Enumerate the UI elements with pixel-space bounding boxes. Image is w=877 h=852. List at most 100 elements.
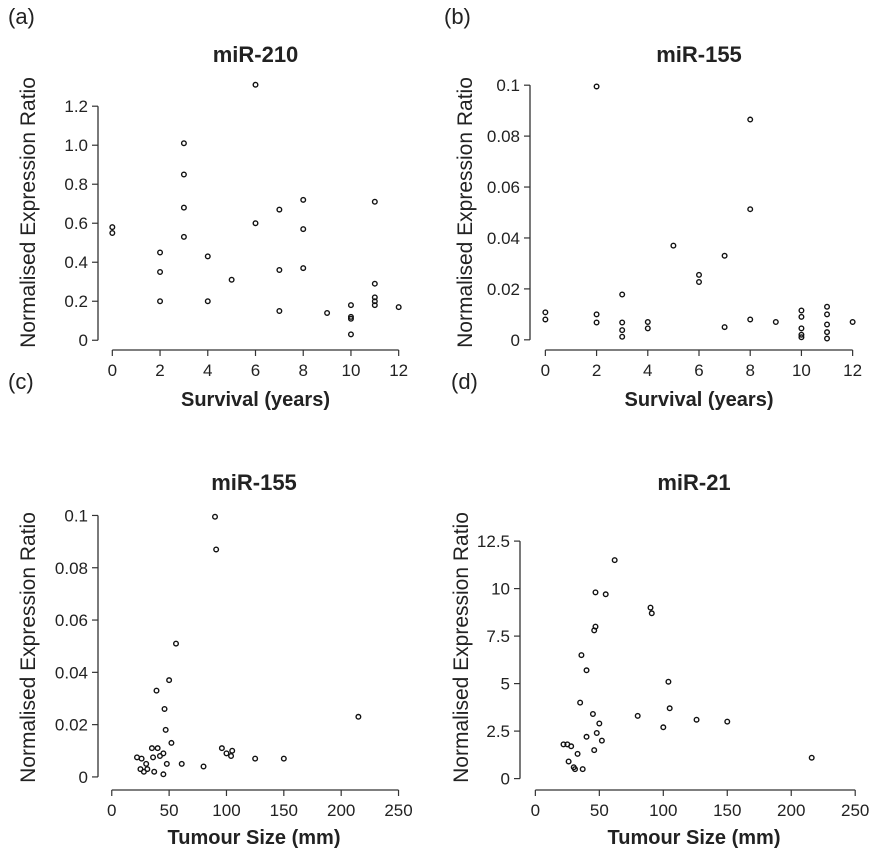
data-point (747, 116, 754, 123)
data-point (611, 557, 618, 564)
data-point (252, 755, 259, 762)
data-point (634, 712, 641, 719)
data-point (347, 315, 354, 322)
y-tick-label: 0 (79, 331, 88, 350)
panel-letter: (a) (8, 4, 35, 29)
panel-letter: (c) (8, 369, 34, 394)
data-point (747, 316, 754, 323)
panel-1: (a) miR-210 0 0.2 0.4 0.6 0.8 1.0 1.2 0 2 4 6 8 10 12 Su… (8, 4, 408, 411)
x-tick-label: 12 (389, 361, 408, 380)
data-point (647, 604, 654, 611)
data-point (371, 198, 378, 205)
data-point (574, 750, 581, 757)
y-tick-label: 0.4 (64, 253, 88, 272)
data-point (200, 763, 207, 770)
data-point (660, 724, 667, 731)
data-point (211, 513, 218, 520)
data-point (218, 745, 225, 752)
y-tick-label: 1.2 (64, 97, 88, 116)
data-point (592, 589, 599, 596)
x-axis-label: Survival (years) (181, 389, 330, 411)
data-point (180, 140, 187, 147)
data-point (542, 309, 549, 316)
x-tick-label: 4 (643, 361, 652, 380)
data-point (180, 233, 187, 240)
panel-letter: (d) (451, 369, 478, 394)
x-tick-label: 200 (777, 801, 805, 820)
data-point (157, 268, 164, 275)
y-tick-label: 0.6 (64, 214, 88, 233)
data-point (252, 220, 259, 227)
panel-4: (d) miR-21 0 2.5 5 7.5 10 12.5 0 50 100 150 200 250 Tu… (450, 369, 869, 849)
data-point (665, 678, 672, 685)
y-tick-label: 5 (501, 675, 510, 694)
data-point (180, 204, 187, 211)
data-point (598, 737, 605, 744)
chart-title: miR-21 (657, 470, 730, 495)
data-point (602, 591, 609, 598)
x-tick-label: 150 (270, 801, 298, 820)
y-tick-label: 1.0 (64, 136, 88, 155)
data-point (798, 307, 805, 314)
y-tick-label: 0.06 (55, 611, 88, 630)
x-tick-label: 150 (713, 801, 741, 820)
x-tick-label: 4 (203, 361, 212, 380)
data-point (160, 750, 167, 757)
data-point (280, 755, 287, 762)
data-point (593, 311, 600, 318)
data-point (589, 711, 596, 718)
x-tick-label: 10 (792, 361, 811, 380)
data-point (577, 699, 584, 706)
data-point (798, 334, 805, 341)
data-point (591, 747, 598, 754)
chart-title: miR-210 (213, 42, 299, 67)
data-point (824, 303, 831, 310)
x-tick-label: 0 (531, 801, 540, 820)
y-tick-label: 0.08 (487, 127, 520, 146)
x-tick-label: 200 (327, 801, 355, 820)
y-tick-label: 0.02 (55, 716, 88, 735)
x-tick-label: 250 (841, 801, 869, 820)
panel-letter: (b) (444, 4, 471, 29)
data-point (168, 739, 175, 746)
y-tick-label: 0.02 (487, 280, 520, 299)
data-point (724, 718, 731, 725)
x-tick-label: 8 (745, 361, 754, 380)
data-point (138, 755, 145, 762)
data-point (849, 318, 856, 325)
y-tick-label: 0.08 (55, 559, 88, 578)
data-point (204, 298, 211, 305)
data-point (276, 307, 283, 314)
data-point (747, 206, 754, 213)
chart-title: miR-155 (656, 42, 742, 67)
data-point (276, 267, 283, 274)
data-point (619, 319, 626, 326)
data-point (355, 713, 362, 720)
data-point (596, 720, 603, 727)
x-tick-label: 50 (590, 801, 609, 820)
data-point (593, 730, 600, 737)
data-point (228, 753, 235, 760)
y-tick-label: 10 (491, 580, 510, 599)
data-point (798, 313, 805, 320)
data-point (772, 318, 779, 325)
data-point (178, 760, 185, 767)
data-point (666, 705, 673, 712)
data-point (160, 771, 167, 778)
data-point (157, 298, 164, 305)
data-point (154, 745, 161, 752)
data-point (565, 758, 572, 765)
x-tick-label: 0 (107, 801, 116, 820)
data-point (157, 249, 164, 256)
data-point (180, 171, 187, 178)
y-tick-label: 2.5 (486, 722, 510, 741)
data-point (696, 271, 703, 278)
y-tick-label: 0.04 (487, 229, 520, 248)
y-tick-label: 0 (79, 768, 88, 787)
x-tick-label: 100 (649, 801, 677, 820)
data-point (798, 325, 805, 332)
y-axis-label: Normalised Expression Ratio (17, 512, 40, 783)
x-axis-label: Survival (years) (625, 389, 774, 411)
data-point (300, 226, 307, 233)
